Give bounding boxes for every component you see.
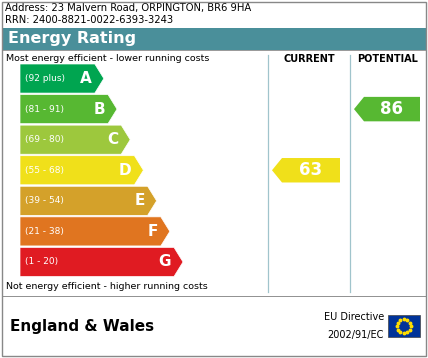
Text: Most energy efficient - lower running costs: Most energy efficient - lower running co… xyxy=(6,54,209,63)
Text: (1 - 20): (1 - 20) xyxy=(25,257,58,266)
Polygon shape xyxy=(20,64,104,93)
Text: A: A xyxy=(80,71,92,86)
Bar xyxy=(2,28,426,50)
Polygon shape xyxy=(20,217,170,246)
Text: F: F xyxy=(147,224,158,239)
Text: RRN: 2400-8821-0022-6393-3243: RRN: 2400-8821-0022-6393-3243 xyxy=(5,15,173,25)
Text: (69 - 80): (69 - 80) xyxy=(25,135,64,144)
Text: England & Wales: England & Wales xyxy=(10,319,154,334)
Text: B: B xyxy=(93,102,105,117)
Polygon shape xyxy=(20,186,157,216)
Text: (92 plus): (92 plus) xyxy=(25,74,65,83)
Text: D: D xyxy=(119,163,131,178)
Text: E: E xyxy=(134,193,145,208)
Bar xyxy=(2,296,426,356)
Text: Address: 23 Malvern Road, ORPINGTON, BR6 9HA: Address: 23 Malvern Road, ORPINGTON, BR6… xyxy=(5,3,251,13)
Text: G: G xyxy=(158,255,171,270)
Polygon shape xyxy=(20,95,117,124)
Bar xyxy=(2,50,426,296)
Text: Energy Rating: Energy Rating xyxy=(8,32,136,47)
Text: 2002/91/EC: 2002/91/EC xyxy=(327,330,384,340)
Text: CURRENT: CURRENT xyxy=(283,54,335,64)
Text: (39 - 54): (39 - 54) xyxy=(25,196,64,205)
Text: EU Directive: EU Directive xyxy=(324,312,384,322)
Text: (55 - 68): (55 - 68) xyxy=(25,166,64,175)
Text: (81 - 91): (81 - 91) xyxy=(25,105,64,113)
Polygon shape xyxy=(20,156,143,185)
Text: 63: 63 xyxy=(300,161,323,179)
Text: (21 - 38): (21 - 38) xyxy=(25,227,64,236)
Text: 86: 86 xyxy=(380,100,404,118)
Polygon shape xyxy=(272,158,340,183)
Polygon shape xyxy=(20,247,183,276)
Text: Not energy efficient - higher running costs: Not energy efficient - higher running co… xyxy=(6,282,208,291)
Text: C: C xyxy=(107,132,118,147)
Bar xyxy=(388,315,420,337)
Polygon shape xyxy=(20,125,130,154)
Polygon shape xyxy=(354,97,420,121)
Text: POTENTIAL: POTENTIAL xyxy=(357,54,419,64)
